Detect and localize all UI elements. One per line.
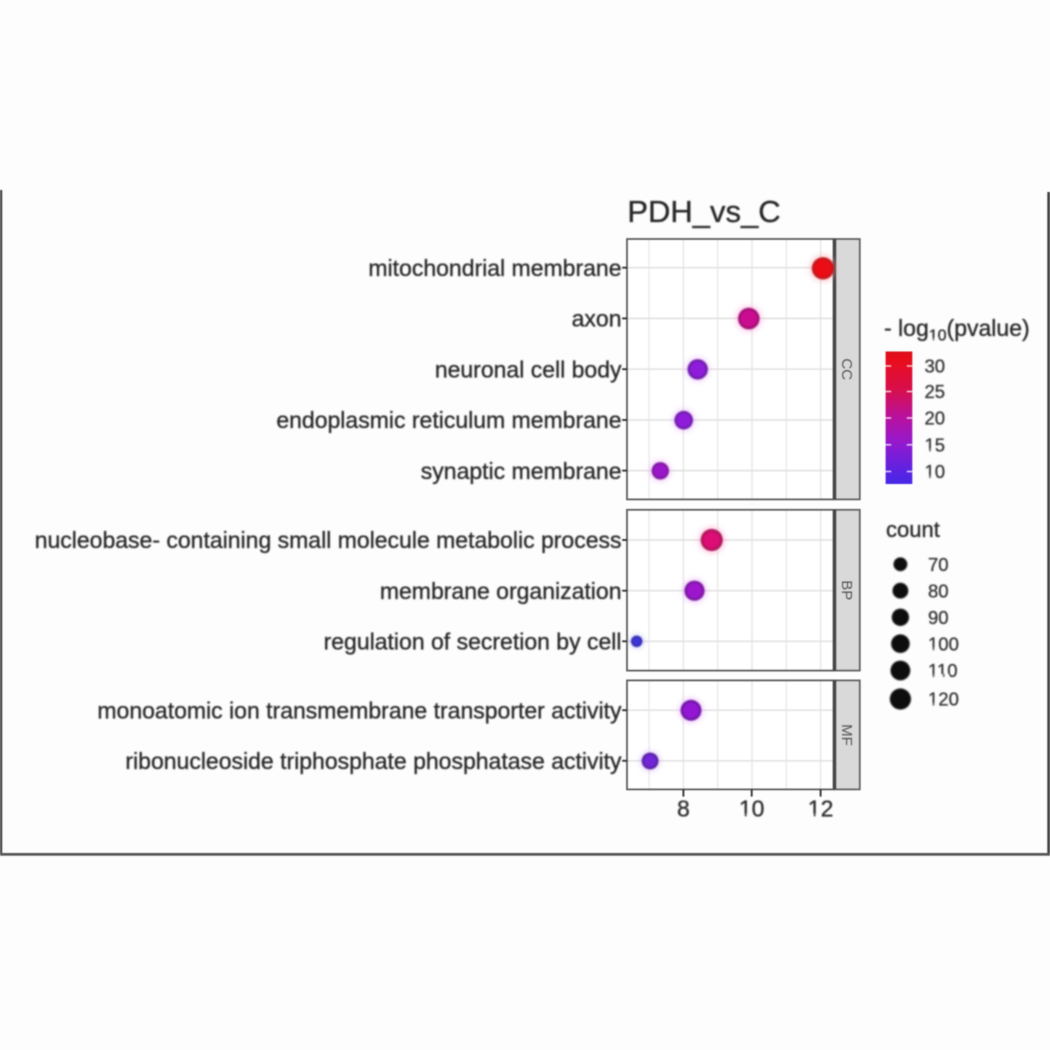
svg-text:- log10(pvalue): - log10(pvalue) [884,315,1030,345]
svg-text:regulation of secretion by cel: regulation of secretion by cell [324,629,622,655]
svg-text:MF: MF [838,724,855,746]
svg-text:20: 20 [925,408,946,429]
svg-text:CC: CC [838,358,855,380]
svg-text:ribonucleoside triphosphate ph: ribonucleoside triphosphate phosphatase … [125,748,622,774]
svg-text:axon: axon [572,306,622,332]
svg-text:70: 70 [928,554,949,575]
svg-text:count: count [886,517,940,542]
svg-text:25: 25 [925,381,946,402]
svg-text:PDH_vs_C: PDH_vs_C [627,194,780,229]
svg-text:8: 8 [677,796,690,822]
svg-text:endoplasmic reticulum membrane: endoplasmic reticulum membrane [276,407,621,433]
svg-text:30: 30 [925,356,946,377]
svg-text:monoatomic ion transmembrane t: monoatomic ion transmembrane transporter… [97,697,622,723]
svg-text:80: 80 [928,580,949,601]
svg-text:90: 90 [928,607,949,628]
svg-text:mitochondrial membrane: mitochondrial membrane [368,255,621,281]
svg-text:membrane organization: membrane organization [380,578,622,604]
svg-text:neuronal cell body: neuronal cell body [435,356,622,382]
svg-text:nucleobase- containing small m: nucleobase- containing small molecule me… [35,527,622,553]
svg-text:BP: BP [838,580,855,600]
svg-text:synaptic membrane: synaptic membrane [421,458,622,484]
